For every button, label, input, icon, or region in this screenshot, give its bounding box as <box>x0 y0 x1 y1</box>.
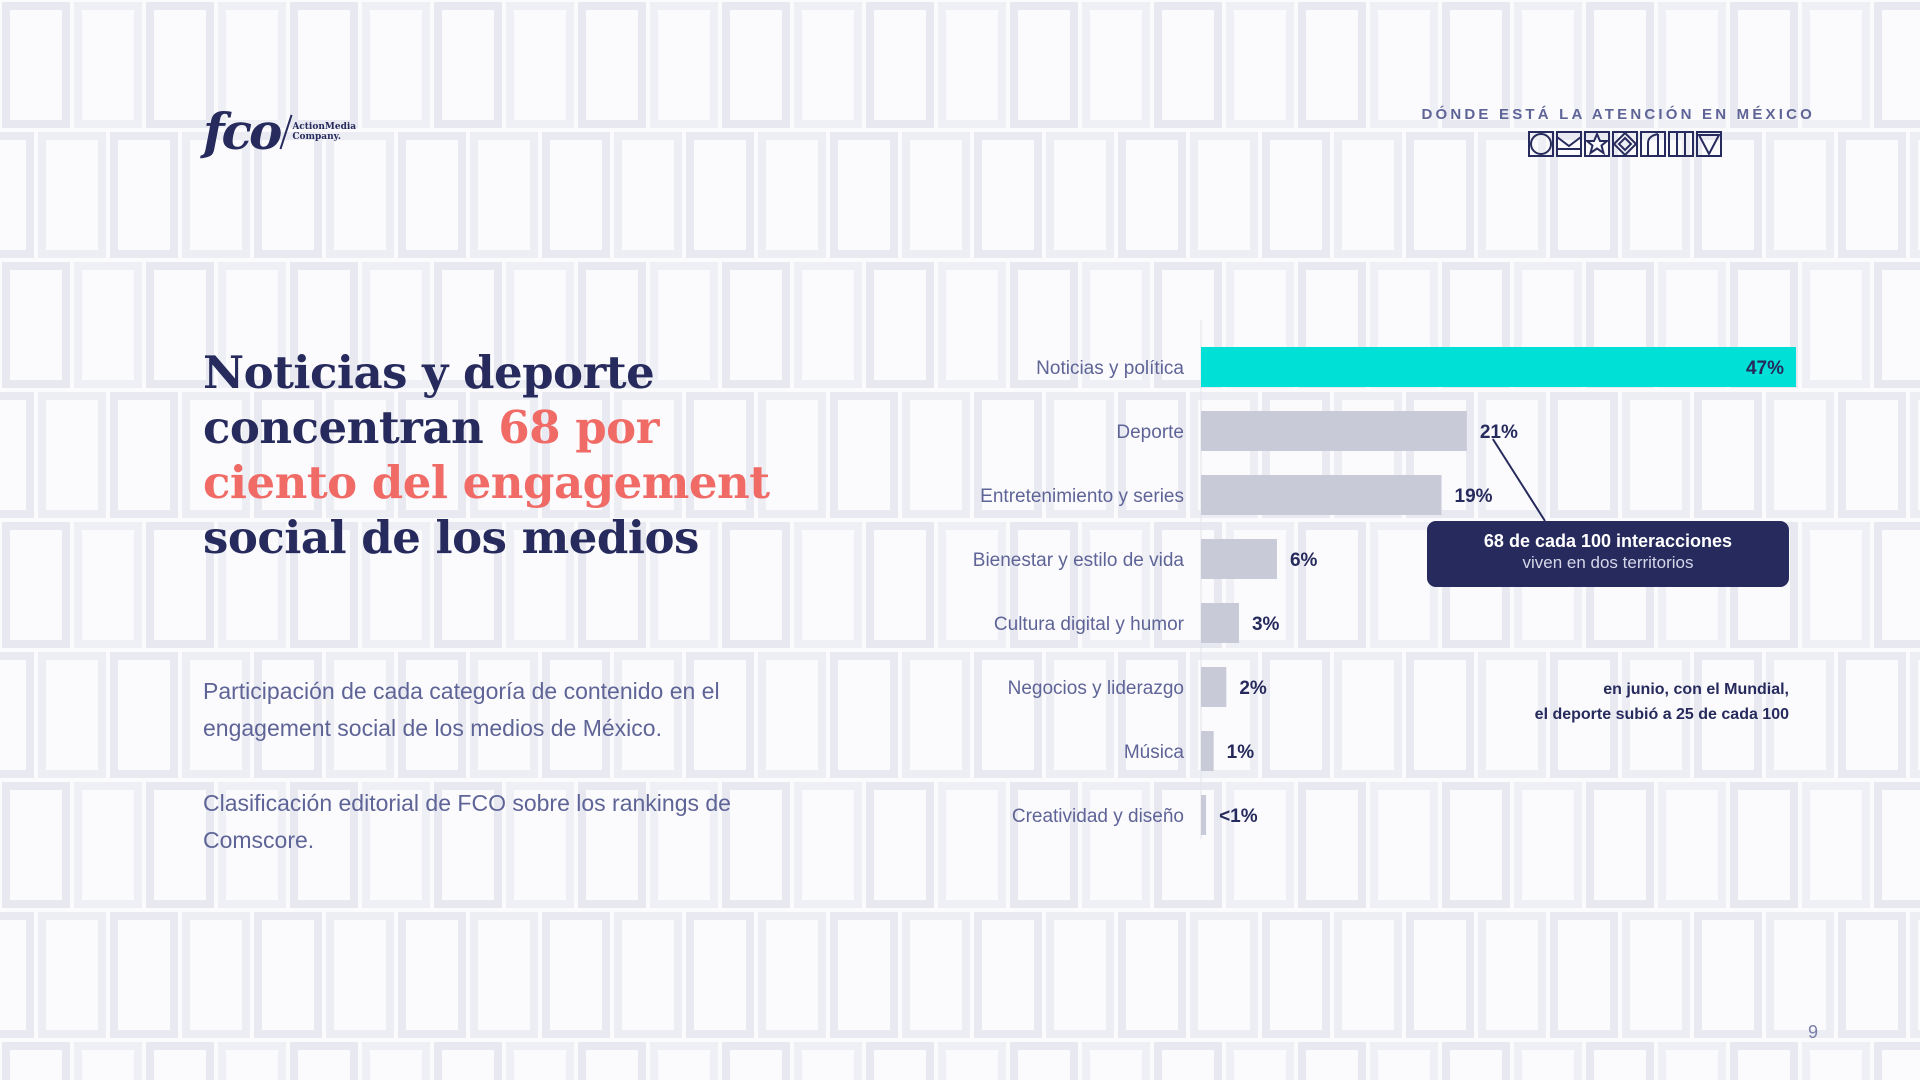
arch-icon <box>1640 131 1666 157</box>
icon-row <box>1528 131 1724 157</box>
star-icon <box>1584 131 1610 157</box>
logo-mark: fco <box>203 102 282 161</box>
page-title: Noticias y deporte concentran 68 por cie… <box>203 345 823 565</box>
title-highlight: 68 por ciento del engagement <box>203 401 770 509</box>
value-label: 2% <box>1239 678 1267 699</box>
bar <box>1201 475 1442 515</box>
bar <box>1201 347 1796 387</box>
bar <box>1201 731 1214 771</box>
category-label: Deporte <box>1116 422 1184 443</box>
bar <box>1201 539 1277 579</box>
value-label: 19% <box>1455 486 1493 507</box>
description-participation: Participación de cada categoría de conte… <box>203 678 720 741</box>
callout-main: 68 de cada 100 interacciones <box>1483 531 1733 551</box>
bar-chart: Noticias y política 47% Deporte 21% Entreten… <box>973 320 1796 839</box>
description-classification: Clasificación editorial de FCO sobre los… <box>203 790 731 853</box>
logo: fco ActionMedia Company. <box>203 104 356 160</box>
value-label: 3% <box>1252 614 1280 635</box>
category-label: Creatividad y diseño <box>1012 806 1184 827</box>
value-label: 47% <box>1746 358 1784 379</box>
logo-divider <box>279 114 293 150</box>
logo-sub-line2: Company. <box>292 132 341 142</box>
category-label: Negocios y liderazgo <box>1008 678 1184 699</box>
circle-icon <box>1528 131 1554 157</box>
category-label: Cultura digital y humor <box>994 614 1185 635</box>
section-kicker: DÓNDE ESTÁ LA ATENCIÓN EN MÉXICO <box>1421 106 1815 123</box>
note-line1: en junio, con el Mundial, <box>1603 681 1789 698</box>
category-label: Música <box>1124 742 1185 763</box>
columns-icon <box>1668 131 1694 157</box>
value-label: <1% <box>1219 806 1258 827</box>
callout-box: 68 de cada 100 interacciones viven en do… <box>1427 521 1789 587</box>
title-part1: Noticias y deporte concentran <box>203 346 655 454</box>
note-line2: el deporte subió a 25 de cada 100 <box>1534 706 1789 723</box>
page-number: 9 <box>1807 1022 1818 1042</box>
bar <box>1201 603 1239 643</box>
category-label: Entretenimiento y series <box>980 486 1184 507</box>
value-label: 6% <box>1290 550 1318 571</box>
title-part2: social de los medios <box>203 511 699 564</box>
mundial-note: en junio, con el Mundial, el deporte sub… <box>1535 677 1789 727</box>
logo-subtitle: ActionMedia Company. <box>292 122 356 142</box>
category-label: Bienestar y estilo de vida <box>973 550 1185 571</box>
bar <box>1201 795 1207 835</box>
logo-sub-line1: ActionMedia <box>292 122 357 132</box>
callout-sub: viven en dos territorios <box>1522 553 1694 572</box>
category-label: Noticias y política <box>1036 358 1184 379</box>
callout-connector <box>1492 438 1546 522</box>
triangle-icon <box>1696 131 1722 157</box>
envelope-icon <box>1556 131 1582 157</box>
bar <box>1201 667 1227 707</box>
bar <box>1201 411 1467 451</box>
diamond-icon <box>1612 131 1638 157</box>
value-label: 1% <box>1227 742 1255 763</box>
value-label: 21% <box>1480 422 1518 443</box>
